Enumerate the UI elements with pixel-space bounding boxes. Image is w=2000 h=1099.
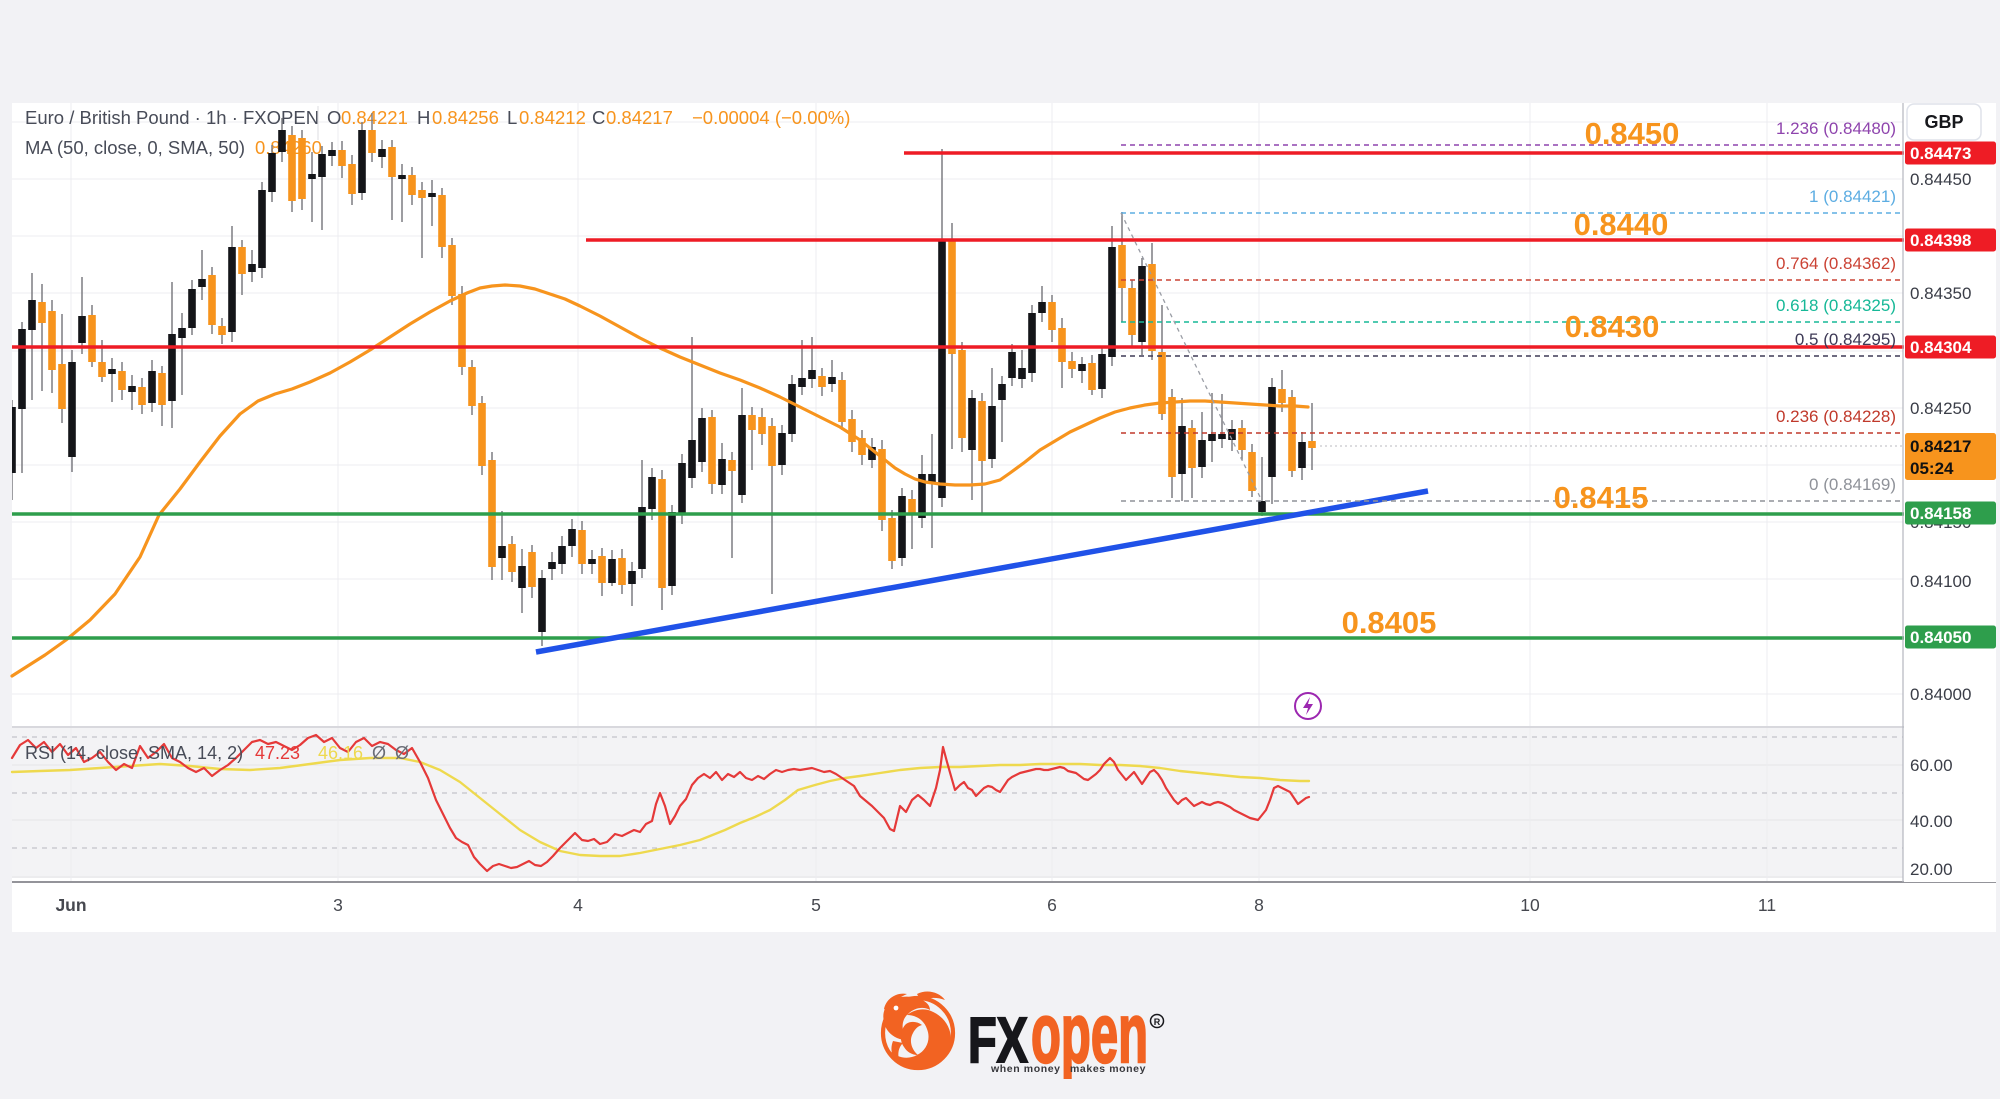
svg-text:open: open [1031,986,1148,1080]
svg-text:when money: when money [990,1063,1061,1075]
svg-text:46.16: 46.16 [318,743,363,763]
svg-text:3: 3 [333,895,343,915]
svg-text:0.84350: 0.84350 [1910,284,1971,303]
svg-text:MA (50, close, 0, SMA, 50): MA (50, close, 0, SMA, 50) [25,137,245,158]
svg-text:Ø: Ø [372,743,386,763]
svg-text:05:24: 05:24 [1910,459,1954,478]
svg-text:0.84212: 0.84212 [519,107,586,128]
svg-text:0.84398: 0.84398 [1910,231,1971,250]
svg-text:0.84256: 0.84256 [432,107,499,128]
svg-text:5: 5 [811,895,821,915]
svg-text:0.236 (0.84228): 0.236 (0.84228) [1776,407,1896,426]
svg-text:6: 6 [1047,895,1057,915]
svg-text:47.23: 47.23 [255,743,300,763]
svg-text:60.00: 60.00 [1910,756,1953,775]
svg-text:0.764 (0.84362): 0.764 (0.84362) [1776,254,1896,273]
svg-text:11: 11 [1758,895,1776,915]
svg-text:0.8405: 0.8405 [1342,605,1437,640]
svg-text:Ø: Ø [395,743,409,763]
svg-text:10: 10 [1520,895,1540,915]
svg-text:0.84158: 0.84158 [1910,504,1971,523]
svg-text:0.84450: 0.84450 [1910,170,1971,189]
svg-text:0.84217: 0.84217 [1910,437,1971,456]
svg-text:makes money: makes money [1070,1063,1146,1075]
svg-text:4: 4 [573,895,583,915]
svg-text:0 (0.84169): 0 (0.84169) [1809,475,1896,494]
svg-text:1 (0.84421): 1 (0.84421) [1809,187,1896,206]
svg-text:FX: FX [968,1004,1028,1076]
svg-text:0.84250: 0.84250 [1910,399,1971,418]
svg-text:H: H [417,107,430,128]
svg-text:20.00: 20.00 [1910,860,1953,879]
svg-text:0.84050: 0.84050 [1910,628,1971,647]
svg-text:GBP: GBP [1924,112,1963,132]
svg-text:0.84221: 0.84221 [341,107,408,128]
svg-text:0.8440: 0.8440 [1574,207,1669,242]
svg-text:Jun: Jun [55,895,86,915]
svg-text:1.236 (0.84480): 1.236 (0.84480) [1776,119,1896,138]
svg-text:RSI (14, close, SMA, 14, 2): RSI (14, close, SMA, 14, 2) [25,743,243,763]
svg-text:0.8430: 0.8430 [1565,309,1660,344]
svg-text:R: R [1154,1017,1161,1027]
svg-text:8: 8 [1254,895,1264,915]
svg-text:40.00: 40.00 [1910,812,1953,831]
svg-text:0.84100: 0.84100 [1910,572,1971,591]
svg-text:0.84304: 0.84304 [1910,338,1972,357]
svg-text:0.8415: 0.8415 [1554,480,1649,515]
svg-text:0.84473: 0.84473 [1910,144,1971,163]
svg-text:0.618 (0.84325): 0.618 (0.84325) [1776,296,1896,315]
svg-text:0.84217: 0.84217 [606,107,673,128]
svg-text:C: C [592,107,605,128]
svg-text:−0.00004 (−0.00%): −0.00004 (−0.00%) [692,107,850,128]
svg-text:0.8450: 0.8450 [1585,116,1680,151]
svg-text:0.5 (0.84295): 0.5 (0.84295) [1795,330,1896,349]
svg-text:L: L [507,107,517,128]
svg-text:0.84000: 0.84000 [1910,685,1971,704]
svg-text:Euro / British Pound · 1h · FX: Euro / British Pound · 1h · FXOPEN [25,107,319,128]
svg-text:O: O [327,107,341,128]
